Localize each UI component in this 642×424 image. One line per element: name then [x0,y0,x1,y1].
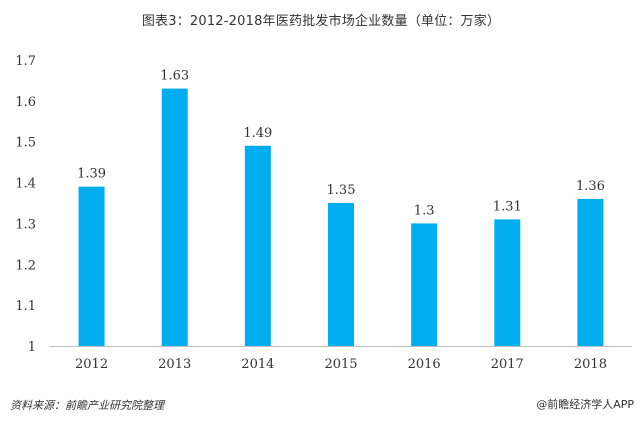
x-tick-label-2015: 2015 [324,357,357,372]
y-tick-label: 1.5 [15,136,36,151]
bar-2018 [577,198,604,346]
bar-2015 [328,203,354,346]
x-tick-label-2012: 2012 [75,357,108,372]
x-tick-label-2014: 2014 [241,357,274,372]
value-label-2013: 1.63 [160,69,189,84]
bar-2014 [244,145,271,346]
bar-2016 [411,223,438,346]
x-axis: 2012 2013 2014 2015 2016 2017 2018 [75,357,607,372]
y-tick-label: 1 [28,340,36,355]
y-axis: 1 1.1 1.2 1.3 1.4 1.5 1.6 1.7 [15,54,36,355]
x-tick-label-2016: 2016 [408,357,441,372]
value-label-2018: 1.36 [576,179,605,194]
source-note: 资料来源：前瞻产业研究院整理 [10,399,164,412]
value-label-2014: 1.49 [243,126,272,141]
x-tick-label-2017: 2017 [491,357,524,372]
value-label-2015: 1.35 [327,183,356,198]
value-labels: 1.39 1.63 1.49 1.35 1.3 1.31 1.36 [77,69,605,219]
y-tick-label: 1.4 [15,177,36,192]
bar-series [78,88,604,346]
bar-2013 [161,88,188,346]
x-tick-label-2018: 2018 [574,357,607,372]
value-label-2012: 1.39 [77,167,106,182]
bar-2017 [494,219,521,346]
value-label-2017: 1.31 [493,199,522,214]
y-tick-label: 1.2 [15,258,36,273]
y-tick-label: 1.1 [15,299,36,314]
value-label-2016: 1.3 [414,203,435,218]
bar-2012 [78,186,105,346]
credit-note: @前瞻经济学人APP [536,398,634,411]
y-tick-label: 1.6 [15,95,36,110]
y-tick-label: 1.7 [15,54,36,69]
y-tick-label: 1.3 [15,217,36,232]
chart-title: 图表3：2012-2018年医药批发市场企业数量（单位：万家） [141,14,501,29]
x-tick-label-2013: 2013 [158,357,191,372]
